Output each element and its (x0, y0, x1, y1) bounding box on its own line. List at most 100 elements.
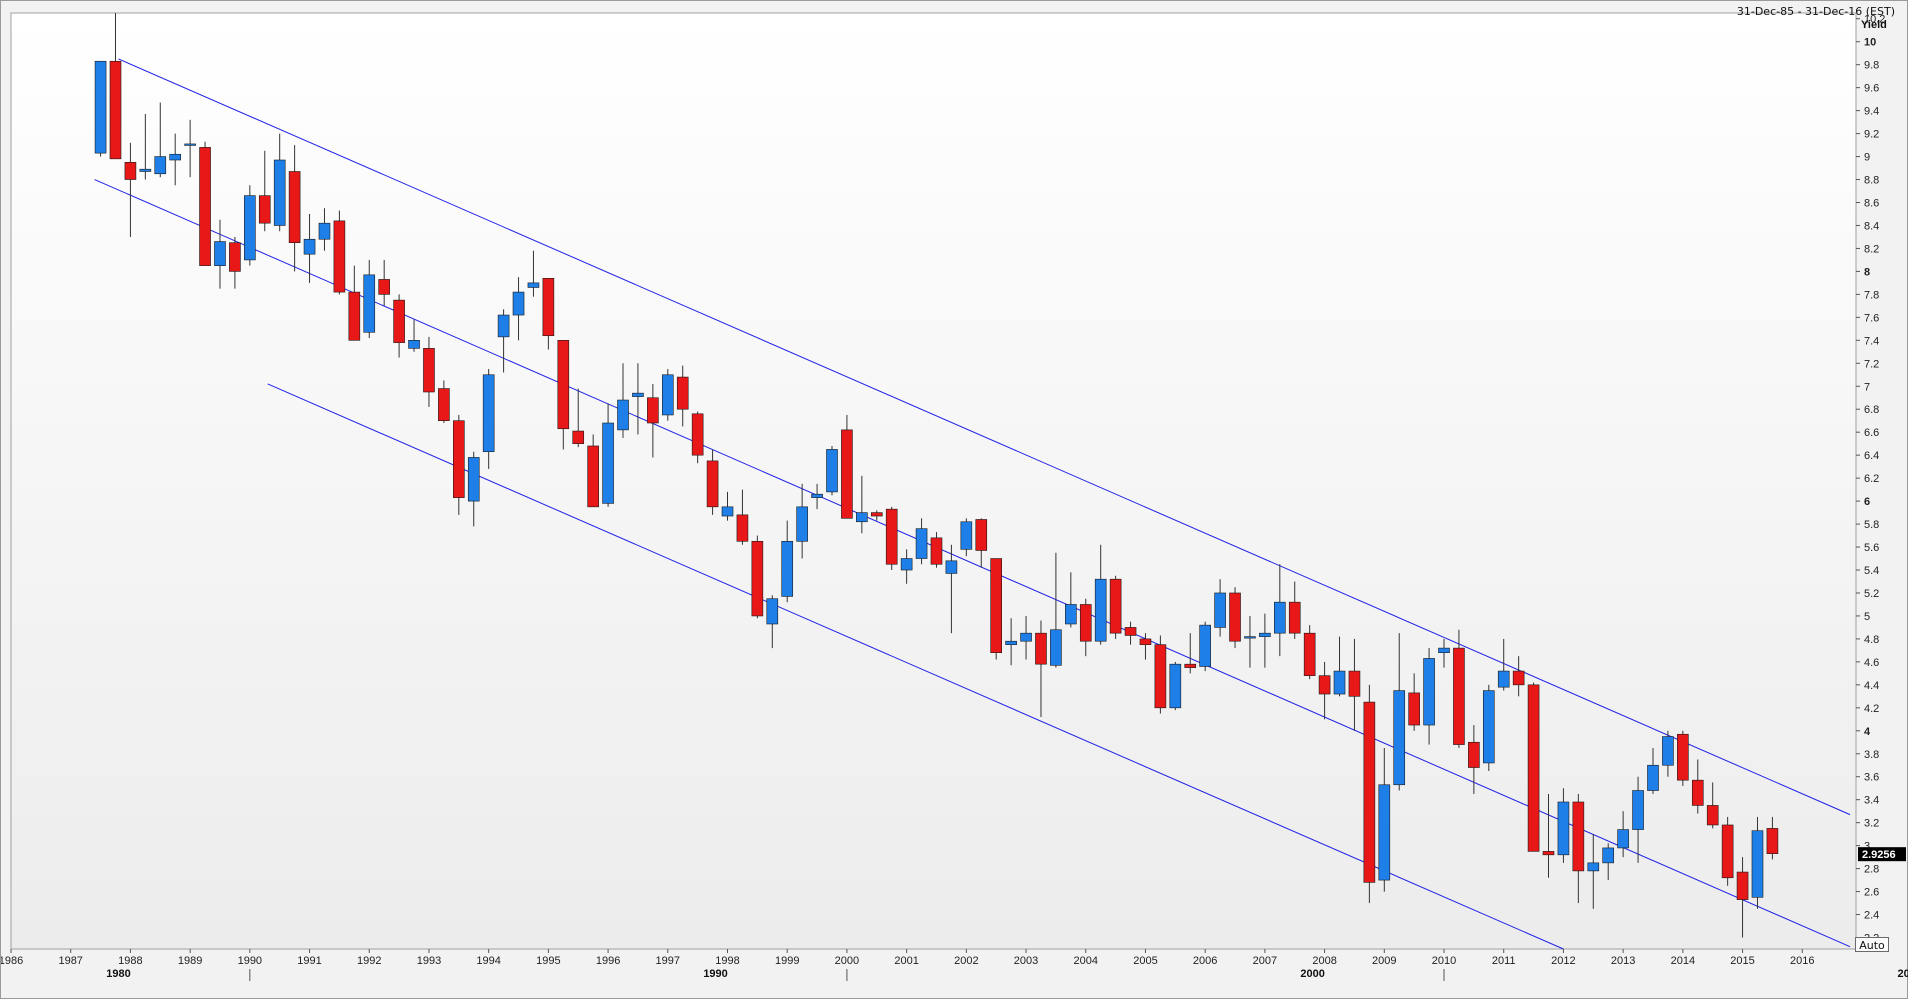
candle-body (333, 220, 346, 293)
candle (945, 544, 958, 634)
x-tick-label: 1988 (118, 955, 142, 967)
candle-body (423, 348, 435, 393)
candle (258, 150, 271, 232)
candle (1184, 633, 1197, 674)
x-tick-label: 1995 (536, 955, 560, 967)
candle (348, 265, 361, 341)
y-tick-label: 9.6 (1864, 83, 1879, 95)
y-tick-label: 8.2 (1864, 243, 1879, 255)
x-tick-label: 1997 (656, 955, 680, 967)
candle-body (632, 392, 644, 397)
candle (363, 259, 376, 339)
candle (572, 388, 585, 448)
candle (1602, 843, 1615, 881)
candle (303, 213, 316, 283)
candle-body (1244, 636, 1256, 639)
x-tick-label: 2007 (1253, 955, 1277, 967)
auto-scale-button[interactable]: Auto (1855, 937, 1889, 952)
candle-body (1706, 805, 1719, 826)
candle-body (1303, 632, 1316, 676)
candle (1288, 581, 1301, 639)
candle-body (1109, 578, 1122, 634)
last-price-label: 2.9256 (1862, 849, 1896, 861)
candle-body (856, 512, 868, 523)
y-tick-label: 2.4 (1864, 910, 1879, 922)
candle-body (527, 282, 540, 288)
candle-body (1154, 644, 1167, 709)
candle (766, 595, 779, 649)
y-tick-label: 8.8 (1864, 175, 1879, 187)
x-tick-label: 2001 (894, 955, 918, 967)
candle (94, 60, 107, 157)
x-tick-label: 2015 (1730, 955, 1754, 967)
candle-body (1214, 592, 1226, 628)
y-tick-label: 9.8 (1864, 60, 1879, 72)
x-tick-label: 2009 (1372, 955, 1396, 967)
candle (706, 449, 719, 515)
y-tick-label: 3 (1864, 841, 1870, 853)
candle (811, 483, 823, 510)
candle-body (975, 519, 988, 551)
candle-body (572, 430, 585, 444)
candle-body (796, 506, 808, 542)
candle (781, 520, 794, 603)
candle (930, 532, 943, 568)
trend-channels (94, 58, 1851, 950)
candle (1453, 629, 1465, 749)
candle-body (154, 156, 167, 175)
y-tick-label: 6.6 (1864, 427, 1879, 439)
x-tick-label: 2013 (1611, 955, 1635, 967)
y-tick-label: 4.6 (1864, 657, 1879, 669)
candle-body (781, 540, 794, 597)
candle-body (811, 493, 823, 498)
candle (602, 403, 614, 507)
candle (542, 277, 555, 350)
y-tick-label: 7 (1864, 381, 1870, 393)
candle (1468, 725, 1480, 794)
candle-body (1035, 632, 1047, 665)
candle-body (1020, 632, 1032, 642)
candle (199, 141, 211, 266)
candle (1662, 730, 1674, 777)
y-tick-label: 6.4 (1864, 450, 1879, 462)
x-tick-label: 1993 (417, 955, 441, 967)
y-tick-label: 10.2 (1864, 14, 1885, 26)
x-tick-label: 2005 (1133, 955, 1157, 967)
x-tick-label: 2011 (1492, 955, 1516, 967)
candle (1139, 633, 1152, 660)
y-tick-label: 10 (1864, 37, 1876, 49)
candle (154, 102, 167, 178)
y-tick-label: 3.4 (1864, 795, 1879, 807)
candle-body (676, 376, 689, 410)
candle-body (542, 277, 555, 337)
candle-body (841, 429, 853, 519)
candle (676, 365, 689, 427)
y-tick-label: 7.2 (1864, 358, 1879, 370)
y-tick-label: 3.8 (1864, 749, 1879, 761)
candle-body (1468, 741, 1480, 768)
candle-body (169, 153, 181, 161)
candle-body (1169, 663, 1182, 709)
candle (1079, 598, 1092, 657)
candle-body (1453, 647, 1465, 745)
y-tick-label: 6.8 (1864, 404, 1879, 416)
candle (244, 185, 256, 266)
candle-body (1288, 601, 1301, 634)
candle-body (273, 159, 286, 226)
last-price-tag (1858, 847, 1906, 862)
candle-body (229, 242, 241, 272)
candle (1065, 572, 1077, 628)
candle (900, 549, 913, 584)
candle (1124, 621, 1137, 645)
candle-body (1587, 862, 1600, 872)
candle (661, 369, 674, 421)
candle-body (497, 314, 510, 338)
candle-body (1527, 684, 1540, 852)
y-tick-label: 4.8 (1864, 634, 1879, 646)
candle-body (1691, 779, 1704, 806)
candle (1035, 620, 1047, 718)
candle-body (826, 449, 838, 493)
candle-body (617, 399, 629, 431)
candle-body (661, 374, 674, 416)
candle (960, 518, 973, 557)
